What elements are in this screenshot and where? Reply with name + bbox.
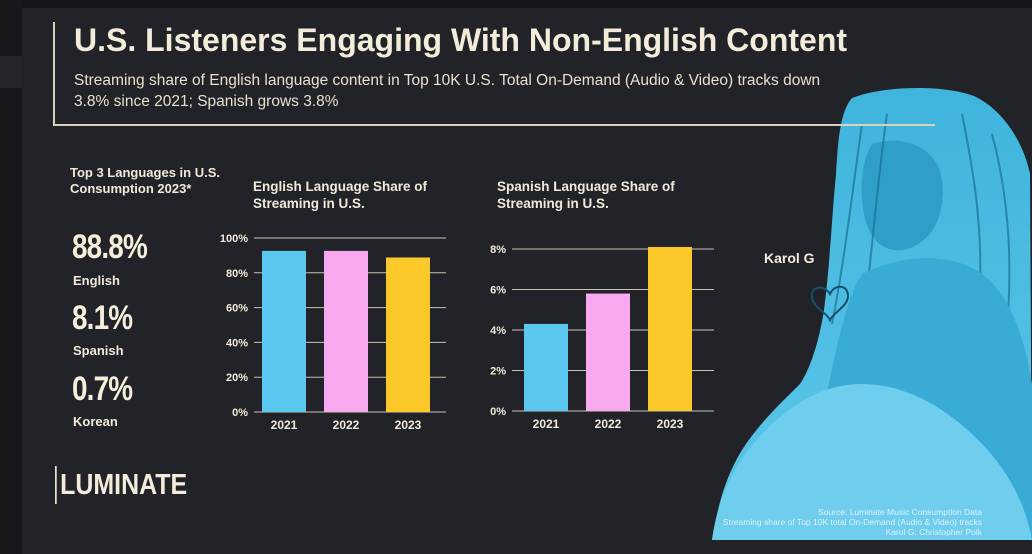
y-tick-label: 2% (490, 366, 506, 378)
photo-hair-strands (831, 113, 1011, 335)
source-line-1: Source: Luminate Music Consumption Data (818, 507, 982, 517)
english-chart-title: English Language Share of Streaming in U… (253, 179, 428, 211)
bar-2023 (386, 257, 430, 412)
photo-fur-jacket (712, 384, 1032, 540)
y-tick-label: 0% (232, 407, 248, 419)
photo-caption: Karol G (764, 250, 815, 266)
karol-g-photo (712, 87, 1032, 540)
stat-spanish-label: Spanish (73, 343, 124, 358)
x-tick-label: 2023 (395, 418, 422, 432)
photo-tattoo (810, 285, 850, 323)
x-tick-label: 2023 (657, 417, 684, 431)
window-frame-left (0, 0, 22, 554)
photo-face (861, 140, 943, 251)
spanish-share-chart: 0% 2% 4% 6% 8% 2021 2022 2023 (490, 244, 714, 431)
bar-2023 (648, 246, 692, 411)
stat-spanish-value: 8.1% (72, 299, 133, 337)
source-note: Source: Luminate Music Consumption Data … (723, 507, 982, 537)
y-tick-label: 80% (226, 268, 248, 280)
x-tick-label: 2022 (595, 417, 622, 431)
window-frame-top (0, 0, 1032, 8)
y-tick-label: 20% (226, 372, 248, 384)
top-languages-heading: Top 3 Languages in U.S. Consumption 2023… (70, 165, 220, 196)
stat-korean-label: Korean (73, 414, 118, 429)
spanish-chart-title: Spanish Language Share of Streaming in U… (497, 179, 675, 211)
y-tick-label: 8% (490, 244, 506, 256)
y-tick-label: 0% (490, 406, 506, 418)
stat-korean-value: 0.7% (72, 370, 133, 408)
y-tick-label: 100% (220, 233, 248, 245)
bar-2022 (586, 293, 630, 411)
page-subtitle: Streaming share of English language cont… (74, 72, 821, 110)
x-tick-label: 2021 (271, 418, 298, 432)
title-bracket (53, 22, 935, 126)
source-line-2: Streaming share of Top 10K total On-Dema… (722, 517, 982, 527)
stat-english-label: English (73, 273, 120, 288)
y-tick-label: 6% (490, 285, 506, 297)
y-tick-label: 4% (490, 325, 506, 337)
english-share-chart: 0% 20% 40% 60% 80% 100% 2021 2022 2023 (220, 233, 446, 432)
y-tick-label: 60% (226, 303, 248, 315)
source-line-3: Karol G: Christopher Polk (885, 527, 982, 537)
luminate-logo: LUMINATE (55, 466, 187, 504)
page-title: U.S. Listeners Engaging With Non-English… (74, 22, 848, 58)
stat-english-value: 88.8% (72, 228, 148, 266)
bar-2021 (524, 323, 568, 411)
x-tick-label: 2022 (333, 418, 360, 432)
x-tick-label: 2021 (533, 417, 560, 431)
bar-2022 (324, 250, 368, 412)
y-tick-label: 40% (226, 337, 248, 349)
bar-2021 (262, 250, 306, 412)
